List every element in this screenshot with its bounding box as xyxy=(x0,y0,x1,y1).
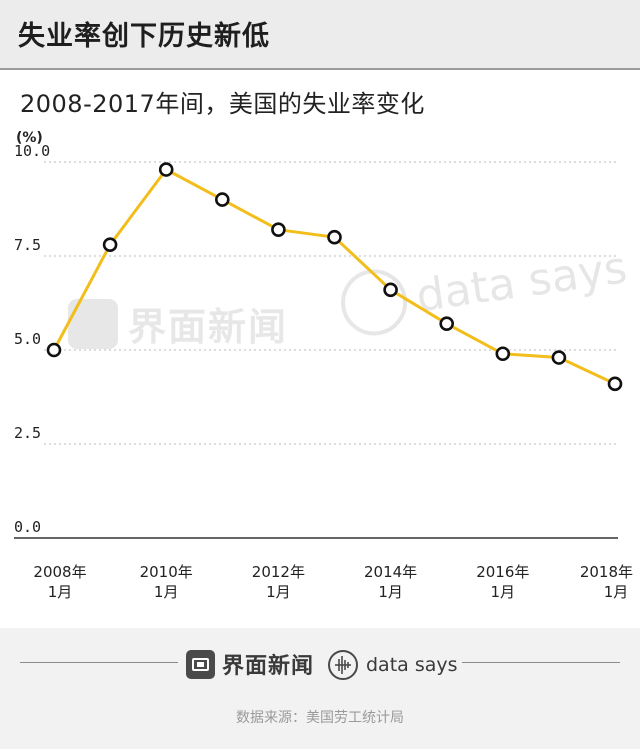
data-point xyxy=(383,282,398,298)
data-point xyxy=(439,316,455,331)
data-point xyxy=(551,350,567,365)
page-title: 失业率创下历史新低 xyxy=(18,21,270,52)
y-tick-label: 10.0 xyxy=(14,142,50,160)
y-tick-label: 2.5 xyxy=(14,424,41,442)
x-tick-label-month: 1月 xyxy=(48,583,73,601)
data-point xyxy=(158,162,174,177)
datasays-logo-icon xyxy=(328,650,358,680)
data-point xyxy=(102,237,118,253)
series-line xyxy=(52,168,616,386)
x-tick-label-year: 2018年 xyxy=(580,563,633,581)
header-divider xyxy=(0,68,640,70)
watermark-jiemian-text: 界面新闻 xyxy=(128,305,289,349)
brand-datasays-text: data says xyxy=(366,654,458,676)
x-tick-label-month: 1月 xyxy=(378,583,403,601)
header-band: 失业率创下历史新低 xyxy=(0,0,640,68)
x-tick-label-month: 1月 xyxy=(266,583,291,601)
data-source: 数据来源：美国劳工统计局 xyxy=(236,710,404,726)
jiemian-logo-icon xyxy=(186,649,215,679)
data-point xyxy=(271,222,286,237)
x-tick-label-year: 2010年 xyxy=(140,563,193,581)
y-axis-unit-label: (%) xyxy=(16,130,43,146)
data-point xyxy=(495,346,511,362)
data-point xyxy=(215,192,230,207)
data-point xyxy=(327,229,342,245)
chart-subtitle: 2008-2017年间，美国的失业率变化 xyxy=(20,90,425,118)
x-tick-label-month: 1月 xyxy=(491,583,516,601)
data-point xyxy=(607,376,623,392)
x-tick-label-year: 2014年 xyxy=(364,563,417,581)
y-tick-label: 7.5 xyxy=(14,236,41,254)
brand-jiemian-text: 界面新闻 xyxy=(222,654,315,679)
footer-band xyxy=(0,628,640,749)
y-tick-label: 5.0 xyxy=(14,330,41,348)
y-tick-label: 0.0 xyxy=(14,518,41,536)
watermark-jiemian: 界面新闻 xyxy=(68,296,288,351)
unemployment-line-chart: (%) 0.0 2.5 5.0 7.5 10.0 2008年 1月 2010年 1月 2012年 1月… xyxy=(14,130,633,601)
footer-divider-right xyxy=(462,662,620,663)
brand-datasays: data says xyxy=(328,648,458,682)
footer-divider-left xyxy=(20,662,178,663)
x-tick-label-year: 2016年 xyxy=(476,563,529,581)
brand-jiemian: 界面新闻 xyxy=(186,648,314,680)
x-tick-label-year: 2008年 xyxy=(33,563,86,581)
x-tick-label-month: 1月 xyxy=(604,583,629,601)
x-tick-label-month: 1月 xyxy=(154,583,179,601)
x-tick-label-year: 2012年 xyxy=(252,563,305,581)
data-point xyxy=(46,342,62,358)
